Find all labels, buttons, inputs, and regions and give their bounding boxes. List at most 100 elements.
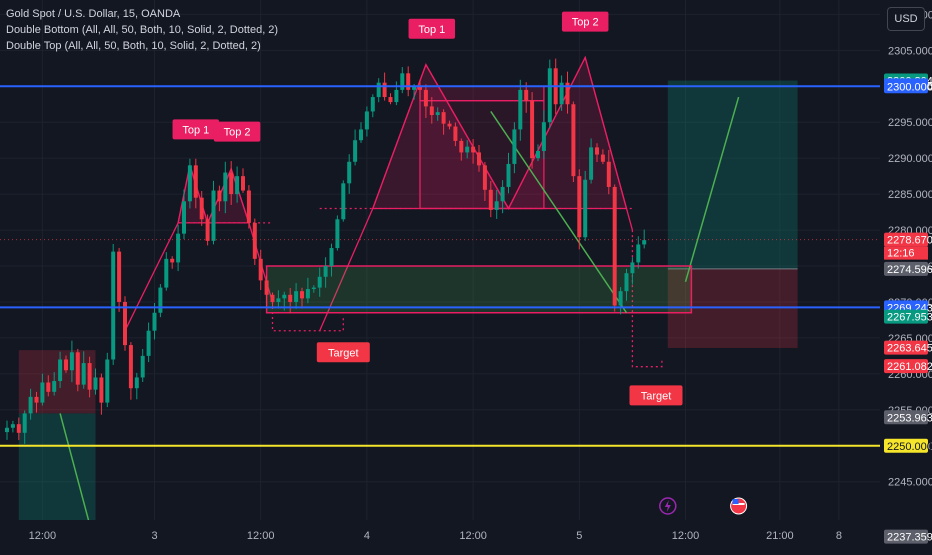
price-tag: 2237.359 [887,532,932,544]
candle-body [512,129,517,164]
candle-body [547,68,552,123]
candle-body [423,89,428,107]
currency-button[interactable]: USD [887,7,925,31]
candle-body [187,165,192,202]
candle-body [258,258,263,281]
candle-body [105,359,110,403]
candle-body [182,201,186,234]
candle-body [488,189,493,210]
time-axis-background [0,520,880,550]
candle-body [99,377,104,403]
price-tag-bg [884,529,928,544]
price-axis-tick: 2305.000 [888,45,932,57]
price-tag-bg [884,232,928,247]
candle-body [359,129,363,141]
target-label: Target [328,347,359,359]
candle-body [347,161,352,184]
candle-body [329,248,334,267]
top-label-bg [408,18,456,39]
time-axis-tick: 4 [364,530,370,542]
candle-body [441,112,446,124]
candle-body [589,147,594,180]
horizontal-lines-layer [0,85,880,447]
long-position-target-zone [667,80,798,269]
lightning-event-icon [659,497,677,515]
candle-body [630,262,635,274]
candle-body [158,287,163,313]
candle-body [459,140,464,153]
long-position-stop-zone [667,268,798,348]
time-axis-tick: 3 [151,530,157,542]
price-tag-bg [884,410,928,425]
top-label: Top 2 [572,17,599,29]
candle-body [323,266,328,277]
candle-body [217,190,222,202]
candle-body [128,345,133,389]
price-tag-bg [884,79,928,94]
candle-body [453,126,458,141]
candle-body [471,146,476,153]
candle-body [294,291,299,302]
candle-body [477,152,481,166]
candle-body [571,104,576,177]
double-top-1-target-line [271,301,344,332]
candle-body [40,382,45,403]
indicator-double-top[interactable]: Double Top (All, All, 50, Both, 10, Soli… [6,40,261,52]
position-boxes-layer [18,80,798,547]
pattern-layer [124,55,693,368]
candle-body [305,289,310,299]
price-tag: 2300.000 [887,81,932,93]
us-flag-event-icon-canton [732,499,739,504]
time-axis-layer: 12:00 3 12:00 4 12:00 5 12:00 21:00 8 [0,497,880,550]
top-label-bg [172,119,220,140]
indicator-double-bottom[interactable]: Double Bottom (All, All, 50, Both, 10, S… [6,24,279,36]
candle-body [241,176,245,191]
candle-body [264,280,269,295]
candle-body [205,219,210,241]
candle-body [618,291,623,306]
candle-body [624,273,629,292]
candle-body [341,183,346,220]
candle-body [75,352,80,385]
candle-body [370,97,375,112]
candle-body [429,106,434,116]
time-axis-tick: 12:00 [29,530,57,542]
price-tag: 2274.596 [887,264,932,276]
candle-body [317,276,322,288]
candle-body [577,176,582,238]
candle-body [583,179,588,238]
top-label-bg [213,121,261,142]
candle-body [376,82,381,98]
candle-body [465,146,470,153]
candle-body [364,111,369,130]
candle-body [10,424,15,428]
candle-body [565,82,570,105]
candle-body [52,381,57,392]
candle-body [16,424,21,433]
price-tag: 2253.963 [887,412,932,424]
candle-body [418,86,422,90]
candle-body [164,258,169,288]
resistance-rectangle-lower [419,100,545,210]
candle-body [111,251,116,360]
price-tag: 2278.670 [887,235,932,247]
time-axis-tick: 12:00 [672,530,700,542]
price-tag-bg [884,309,928,324]
candle-body [541,122,546,151]
candle-body [412,86,417,90]
candle-body [22,413,27,433]
lightning-event-icon-glyph [664,500,671,512]
price-axis-tick: 2245.000 [888,477,932,489]
time-axis-tick: 12:00 [459,530,487,542]
time-axis-tick: 12:00 [247,530,275,542]
top-label: Top 1 [418,24,445,36]
candle-body [506,163,511,187]
candle-body [382,82,387,98]
candle-body [87,363,92,390]
candle-body [69,352,74,371]
candle-body [435,112,440,116]
symbol-title[interactable]: Gold Spot / U.S. Dollar, 15, OANDA [6,8,181,20]
